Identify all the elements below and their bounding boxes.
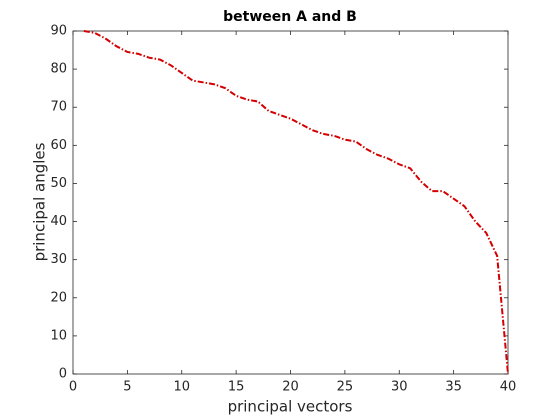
chart-title: between A and B — [223, 9, 357, 25]
x-tick-label: 40 — [500, 380, 517, 395]
x-tick-label: 25 — [337, 380, 354, 395]
y-axis-label: principal angles — [31, 142, 49, 261]
data-line — [83, 30, 509, 375]
y-tick-label: 40 — [50, 214, 67, 229]
y-tick-label: 60 — [50, 138, 67, 153]
x-axis-label: principal vectors — [228, 398, 353, 416]
x-tick-label: 20 — [282, 380, 299, 395]
x-tick-label: 0 — [69, 380, 77, 395]
y-tick-label: 20 — [50, 290, 67, 305]
y-tick-label: 0 — [59, 367, 67, 382]
y-tick-label: 80 — [50, 62, 67, 77]
y-tick-label: 10 — [50, 328, 67, 343]
x-tick-label: 10 — [173, 380, 190, 395]
x-tick-label: 35 — [445, 380, 462, 395]
y-tick-label: 50 — [50, 176, 67, 191]
axes-box — [72, 30, 509, 375]
x-tick-label: 15 — [228, 380, 245, 395]
y-tick-label: 30 — [50, 252, 67, 267]
y-tick-label: 90 — [50, 24, 67, 39]
y-tick-label: 70 — [50, 100, 67, 115]
x-tick-label: 5 — [123, 380, 131, 395]
x-tick-label: 30 — [391, 380, 408, 395]
